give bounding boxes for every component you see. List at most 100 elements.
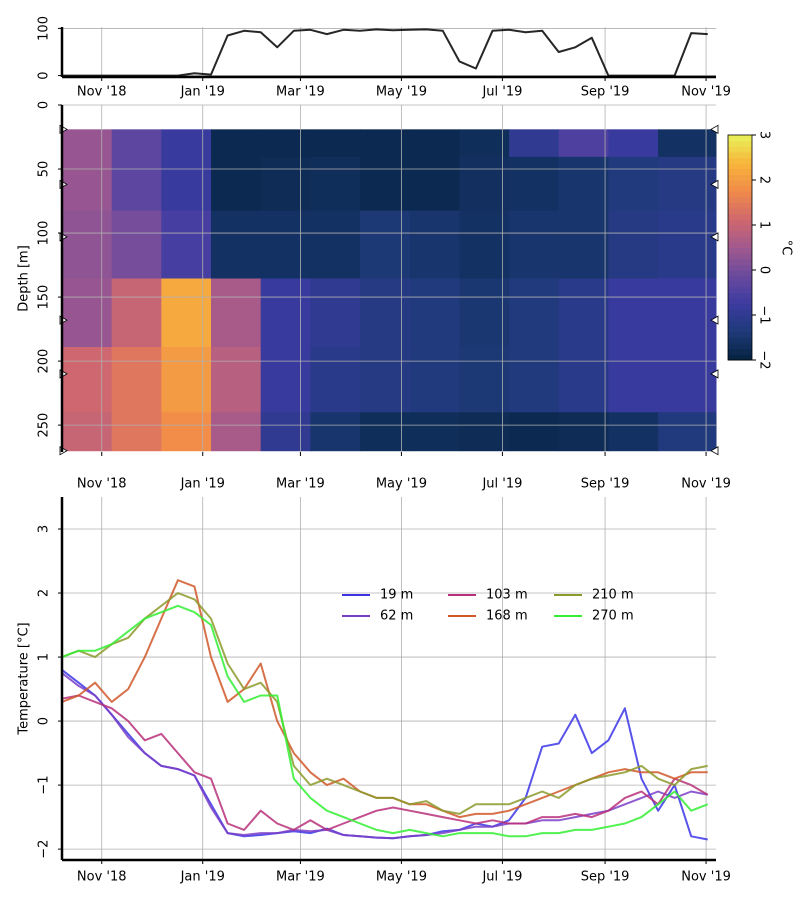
colorbar-swatch xyxy=(728,337,752,344)
colorbar-swatch xyxy=(728,163,752,170)
heatmap-cell xyxy=(459,210,510,279)
y-tick-label: 0 xyxy=(37,717,52,725)
colorbar-tick-label: 0 xyxy=(757,266,772,274)
heatmap-cell xyxy=(459,412,510,452)
heatmap-cell xyxy=(211,412,262,452)
colorbar-swatch xyxy=(728,331,752,338)
legend-label: 62 m xyxy=(380,609,413,624)
heatmap-cell xyxy=(111,278,162,348)
y-tick-label: 200 xyxy=(37,349,52,374)
heatmap-cell xyxy=(260,156,311,212)
heatmap-cell xyxy=(558,210,609,279)
heatmap-cell xyxy=(608,278,659,348)
heatmap-cell xyxy=(409,412,460,452)
heatmap-cell xyxy=(211,278,262,348)
heatmap-cell xyxy=(111,210,162,279)
series-line xyxy=(61,672,708,840)
y-tick-label: 100 xyxy=(37,16,52,41)
x-tick-label: Nov '18 xyxy=(77,870,127,885)
colorbar-tick-label: −1 xyxy=(757,305,772,324)
colorbar-swatch xyxy=(728,298,752,305)
colorbar-swatch xyxy=(728,191,752,198)
heatmap-cell xyxy=(62,412,113,452)
colorbar-tick-label: 2 xyxy=(757,176,772,184)
heatmap-cell xyxy=(161,210,212,279)
colorbar-swatch xyxy=(728,208,752,215)
heatmap-cell xyxy=(558,412,609,452)
colorbar-swatch xyxy=(728,146,752,153)
y-tick-label: 3 xyxy=(37,525,52,533)
colorbar-swatch xyxy=(728,247,752,254)
heatmap-cell xyxy=(558,129,609,158)
depth-marker xyxy=(710,179,719,190)
colorbar-swatch xyxy=(728,225,752,232)
y-tick-label: 250 xyxy=(37,413,52,438)
colorbar-swatch xyxy=(728,230,752,237)
heatmap-cell xyxy=(509,412,560,452)
colorbar-swatch xyxy=(728,185,752,192)
colorbar-swatch xyxy=(728,326,752,333)
heatmap-cell xyxy=(310,412,361,452)
heatmap-cell xyxy=(310,278,361,348)
colorbar-swatch xyxy=(728,281,752,288)
heatmap-cell xyxy=(459,156,510,212)
heatmap-cell xyxy=(509,278,560,348)
heatmap-cell xyxy=(260,278,311,348)
colorbar-swatch xyxy=(728,286,752,293)
heatmap-cell xyxy=(558,156,609,212)
heatmap-cell xyxy=(161,278,212,348)
x-tick-label: Nov '19 xyxy=(681,85,731,100)
depth-marker xyxy=(710,315,719,325)
colorbar-swatch xyxy=(728,241,752,248)
panel: Nov '18 Jan '19 Mar '19 May '19 Jul '19 Sep '… xyxy=(17,497,731,885)
colorbar-swatch xyxy=(728,219,752,226)
heatmap-cell xyxy=(459,278,510,348)
heatmap-cell xyxy=(360,412,411,452)
colorbar-swatch xyxy=(728,196,752,203)
colorbar-swatch xyxy=(728,315,752,322)
colorbar-swatch xyxy=(728,157,752,164)
y-tick-label: −1 xyxy=(37,776,52,795)
heatmap-cell xyxy=(658,156,717,212)
y-tick-label: −2 xyxy=(37,840,52,859)
y-axis-label: Temperature [°C] xyxy=(17,622,32,735)
heatmap-cell xyxy=(111,129,162,158)
heatmap-cell xyxy=(111,347,162,413)
heatmap-cell xyxy=(608,129,659,158)
series-line xyxy=(62,28,708,77)
heatmap-cell xyxy=(260,347,311,413)
heatmap-cell xyxy=(658,278,717,348)
x-tick-label: Nov '18 xyxy=(77,85,127,100)
heatmap-cell xyxy=(62,156,113,212)
heatmap-cell xyxy=(360,129,411,158)
x-tick-label: Mar '19 xyxy=(276,85,325,100)
colorbar-swatch xyxy=(728,258,752,265)
heatmap-cell xyxy=(310,129,361,158)
heatmap-cell xyxy=(62,278,113,348)
heatmap-cell xyxy=(608,412,659,452)
heatmap-cell xyxy=(459,347,510,413)
heatmap-cell xyxy=(409,210,460,279)
x-tick-label: Jul '19 xyxy=(481,870,522,885)
x-tick-label: Nov '19 xyxy=(681,870,731,885)
colorbar-swatch xyxy=(728,303,752,310)
heatmap-cell xyxy=(161,412,212,452)
colorbar-label: °C xyxy=(779,240,794,256)
colorbar-tick-label: 3 xyxy=(757,131,772,139)
legend-label: 103 m xyxy=(486,588,528,603)
series-line xyxy=(61,604,709,838)
heatmap-cell xyxy=(161,129,212,158)
y-tick-label: 50 xyxy=(37,161,52,178)
heatmap-cell xyxy=(509,156,560,212)
heatmap-cell xyxy=(360,347,411,413)
x-tick-label: May '19 xyxy=(376,477,427,492)
x-tick-label: Jan '19 xyxy=(180,477,225,492)
heatmap-cell xyxy=(658,129,717,158)
colorbar-swatch xyxy=(728,348,752,355)
depth-marker xyxy=(710,369,719,379)
heatmap-cell xyxy=(658,210,717,279)
x-tick-label: Nov '18 xyxy=(77,477,127,492)
x-tick-label: Sep '19 xyxy=(581,477,630,492)
colorbar-swatch xyxy=(728,253,752,260)
heatmap-cell xyxy=(409,156,460,212)
